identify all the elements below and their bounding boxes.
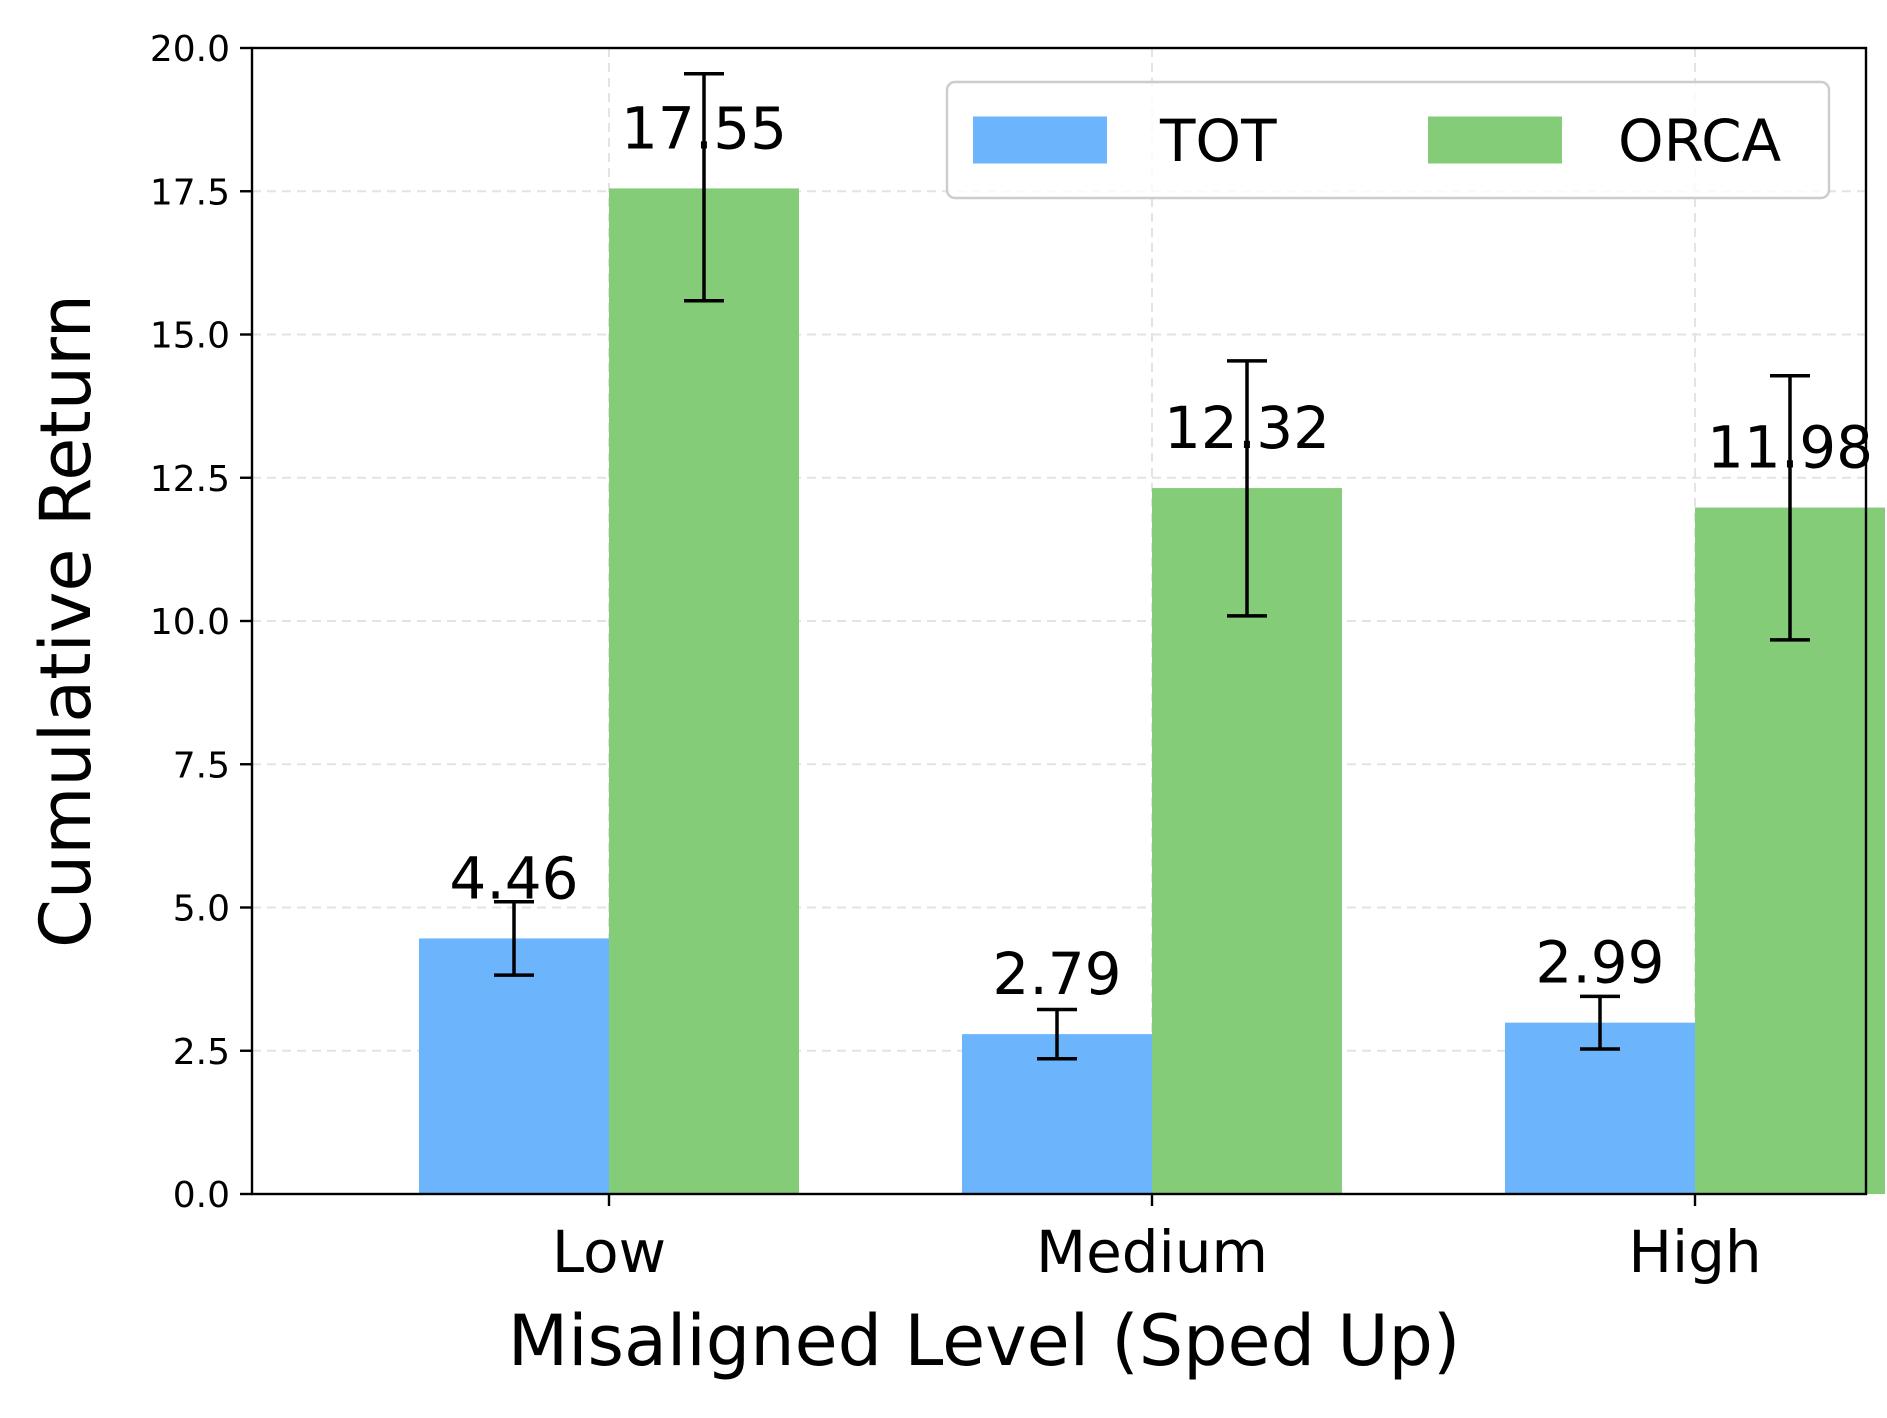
error-bars	[494, 72, 1810, 1061]
x-axis: Low Medium High	[552, 1194, 1762, 1286]
x-axis-title: Misaligned Level (Sped Up)	[508, 1300, 1461, 1382]
bar-value-label: 2.99	[1535, 929, 1664, 997]
y-axis-title: Cumulative Return	[25, 294, 107, 948]
bar	[609, 188, 799, 1194]
y-tick-label: 7.5	[173, 745, 230, 786]
legend-label-tot: TOT	[1159, 107, 1277, 175]
bar-value-label: 17.55	[621, 94, 787, 162]
y-tick-label: 10.0	[150, 602, 230, 643]
y-tick-label: 5.0	[173, 889, 230, 930]
bar-value-label: 2.79	[992, 940, 1121, 1008]
bar	[1505, 1022, 1695, 1194]
legend-swatch-tot	[973, 116, 1107, 164]
legend-frame	[945, 80, 1831, 200]
y-tick-label: 17.5	[150, 172, 230, 213]
y-tick-label: 12.5	[150, 459, 230, 500]
bar-value-label: 11.98	[1707, 414, 1873, 482]
y-tick-label: 15.0	[150, 316, 230, 357]
legend-label-orca: ORCA	[1618, 107, 1782, 175]
legend: TOT ORCA	[945, 80, 1831, 200]
y-tick-label: 20.0	[150, 29, 230, 70]
y-axis: 0.0 2.5 5.0 7.5 10.0 12.5 15.0 17.5 20.0	[150, 29, 252, 1216]
bar	[419, 938, 609, 1194]
bar-value-label: 4.46	[449, 844, 578, 912]
bars	[419, 188, 1885, 1195]
x-tick-label: Low	[552, 1218, 666, 1286]
x-tick-label: High	[1628, 1218, 1761, 1286]
y-tick-label: 0.0	[173, 1175, 230, 1216]
value-labels: 4.46 2.79 2.99 17.55 12.32 11.98	[449, 94, 1873, 1008]
x-tick-label: Medium	[1036, 1218, 1268, 1286]
legend-swatch-orca	[1428, 116, 1562, 164]
bar	[962, 1034, 1152, 1194]
bar-value-label: 12.32	[1164, 394, 1330, 462]
y-tick-label: 2.5	[173, 1032, 230, 1073]
